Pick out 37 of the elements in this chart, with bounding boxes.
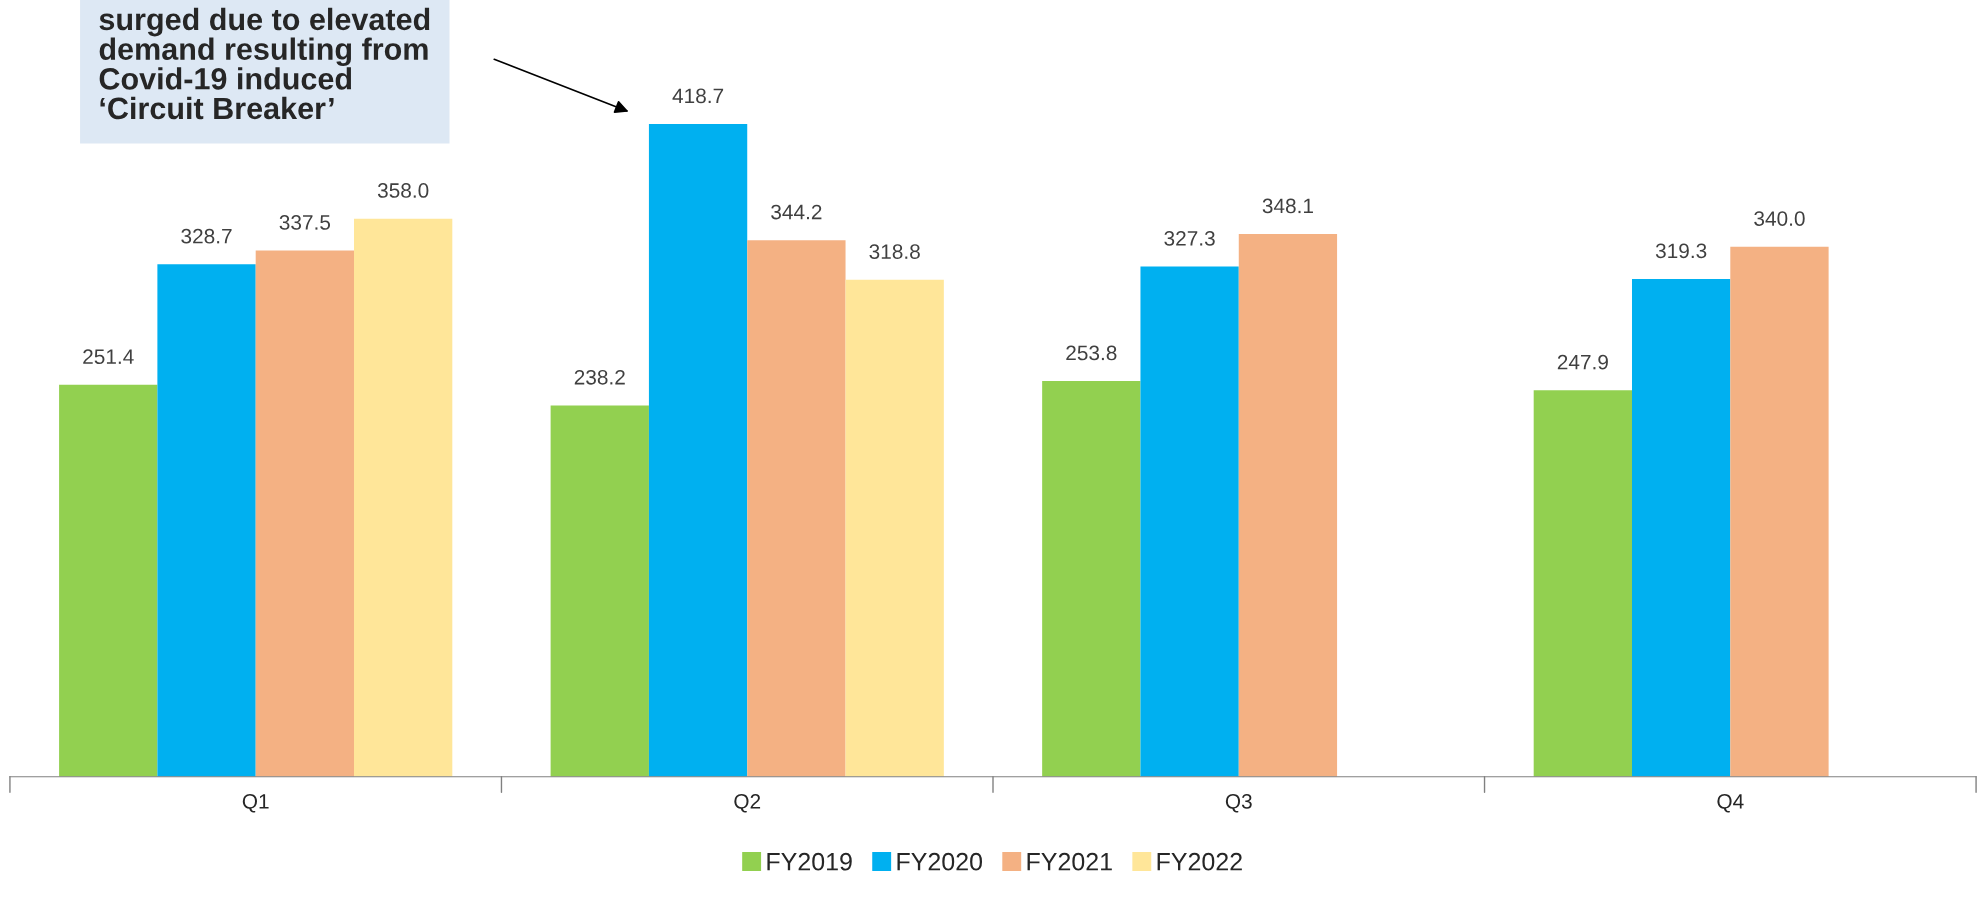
data-label: 319.3	[1655, 243, 1707, 259]
bar	[747, 240, 846, 777]
data-label: 348.1	[1262, 198, 1313, 214]
data-label: 328.7	[181, 228, 232, 244]
bar	[1042, 381, 1141, 777]
bar	[255, 250, 354, 777]
data-label: 253.8	[1066, 345, 1117, 361]
data-label: 238.2	[574, 369, 625, 385]
data-label: 358.0	[377, 183, 429, 198]
bar	[157, 264, 256, 777]
x-tick-label: Q1	[242, 793, 269, 813]
data-label: 251.4	[83, 349, 134, 365]
bar	[59, 384, 158, 777]
bar	[845, 279, 944, 777]
bar	[354, 218, 453, 777]
bar	[648, 124, 748, 777]
legend-label: FY2021	[1027, 852, 1112, 871]
data-label: 344.2	[771, 204, 822, 220]
bar	[1632, 278, 1731, 777]
data-label: 337.5	[279, 215, 331, 230]
legend-label: FY2019	[767, 852, 852, 871]
legend-label: FY2020	[897, 852, 983, 871]
data-label: 418.7	[672, 88, 724, 104]
x-tick-label: Q3	[1225, 793, 1252, 813]
data-label: 247.9	[1557, 354, 1608, 370]
bar	[1730, 246, 1829, 777]
legend-label: FY2022	[1157, 852, 1242, 871]
data-label: 318.8	[869, 244, 920, 259]
bar	[550, 405, 649, 777]
bar	[1533, 390, 1632, 777]
text: surged due to elevated demand resulting from Covid-19 induced ‘Circuit Breaker’	[99, 7, 430, 120]
data-label: 327.3	[1164, 230, 1215, 246]
data-label: 340.0	[1754, 211, 1805, 226]
x-tick-label: Q2	[734, 793, 761, 813]
bar	[1140, 266, 1239, 777]
x-tick-label: Q4	[1717, 793, 1744, 813]
bar	[1238, 234, 1338, 777]
